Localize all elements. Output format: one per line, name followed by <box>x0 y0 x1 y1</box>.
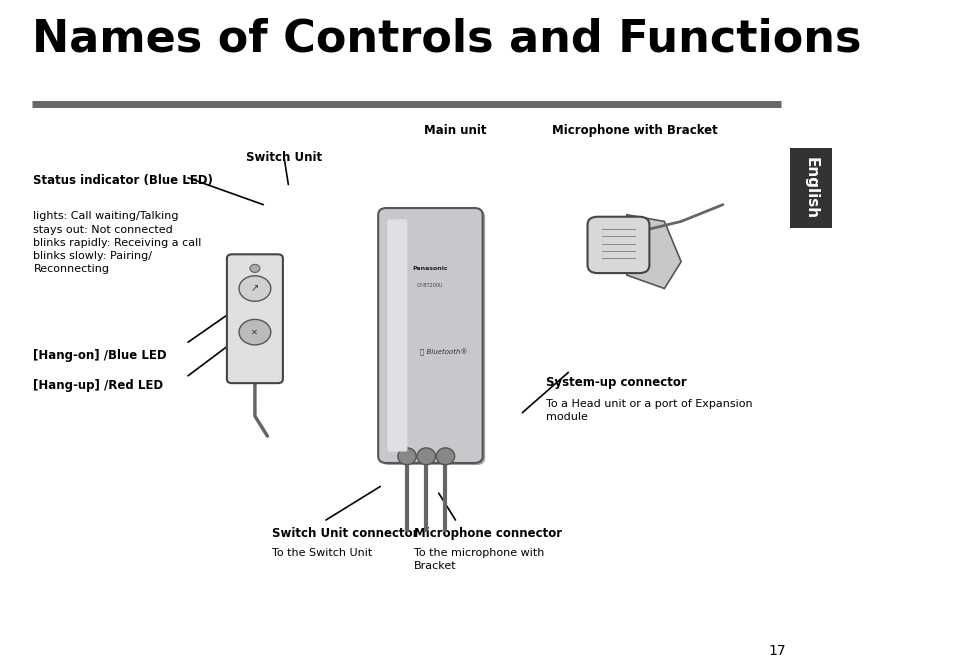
Text: CY-BT200U: CY-BT200U <box>416 282 443 288</box>
Ellipse shape <box>436 448 455 464</box>
FancyBboxPatch shape <box>587 217 649 273</box>
FancyBboxPatch shape <box>227 254 283 383</box>
Text: To a Head unit or a port of Expansion
module: To a Head unit or a port of Expansion mo… <box>545 399 752 423</box>
Circle shape <box>239 319 271 345</box>
Ellipse shape <box>397 448 416 464</box>
Text: Microphone connector: Microphone connector <box>414 527 561 539</box>
FancyBboxPatch shape <box>377 208 482 463</box>
Text: System-up connector: System-up connector <box>545 376 686 389</box>
Text: Main unit: Main unit <box>424 124 486 137</box>
Text: lights: Call waiting/Talking
stays out: Not connected
blinks rapidly: Receiving : lights: Call waiting/Talking stays out: … <box>33 211 202 274</box>
Text: Panasonic: Panasonic <box>412 266 448 271</box>
Ellipse shape <box>416 448 435 464</box>
Circle shape <box>250 264 259 272</box>
Text: Ⓑ Bluetooth®: Ⓑ Bluetooth® <box>420 349 467 356</box>
Text: [Hang-up] /Red LED: [Hang-up] /Red LED <box>33 379 163 392</box>
Circle shape <box>239 276 271 301</box>
Text: ↗: ↗ <box>251 284 258 293</box>
Text: Names of Controls and Functions: Names of Controls and Functions <box>31 17 861 60</box>
Text: English: English <box>802 157 818 219</box>
Text: [Hang-on] /Blue LED: [Hang-on] /Blue LED <box>33 349 167 362</box>
Text: Switch Unit: Switch Unit <box>246 151 322 164</box>
Text: To the Switch Unit: To the Switch Unit <box>272 548 372 558</box>
Text: To the microphone with
Bracket: To the microphone with Bracket <box>414 548 543 572</box>
Text: ✕: ✕ <box>252 327 258 337</box>
Text: Status indicator (Blue LED): Status indicator (Blue LED) <box>33 174 213 187</box>
Text: Microphone with Bracket: Microphone with Bracket <box>552 124 718 137</box>
FancyBboxPatch shape <box>387 219 407 452</box>
Text: Switch Unit connector: Switch Unit connector <box>272 527 417 539</box>
FancyBboxPatch shape <box>380 210 485 465</box>
FancyBboxPatch shape <box>789 148 831 228</box>
Polygon shape <box>626 215 680 289</box>
Text: 17: 17 <box>767 643 785 658</box>
